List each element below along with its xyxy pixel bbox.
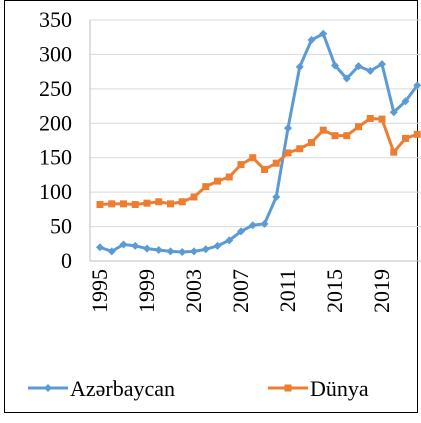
y-tick-label: 100 — [39, 179, 72, 204]
x-tick-label: 2003 — [181, 269, 206, 313]
point — [272, 159, 280, 167]
legend-item: Dünya — [268, 376, 369, 401]
point — [202, 183, 210, 191]
x-tick-label: 2019 — [369, 269, 394, 313]
point — [44, 384, 52, 392]
point — [155, 198, 163, 206]
point — [260, 219, 269, 228]
point — [319, 126, 327, 134]
point — [390, 148, 398, 156]
point — [413, 130, 421, 138]
point — [237, 227, 245, 236]
legend-label: Azərbaycan — [70, 376, 175, 401]
x-tick-label: 2015 — [322, 269, 347, 313]
point — [272, 192, 281, 201]
point — [343, 132, 351, 140]
point — [167, 200, 174, 208]
point — [378, 60, 386, 69]
point — [190, 247, 198, 256]
point — [248, 221, 257, 230]
point — [213, 241, 222, 250]
point — [284, 124, 292, 133]
point — [308, 139, 315, 147]
point — [225, 236, 234, 245]
point — [225, 173, 233, 181]
point — [237, 161, 245, 169]
point — [296, 145, 304, 153]
series — [96, 114, 421, 209]
point — [108, 200, 116, 208]
point — [166, 247, 175, 256]
x-tick-label: 2007 — [228, 269, 253, 313]
point — [178, 248, 187, 257]
x-tick-label: 2011 — [275, 269, 300, 312]
point — [331, 61, 339, 70]
y-tick-label: 350 — [39, 7, 72, 32]
line — [99, 116, 418, 207]
point — [402, 134, 409, 142]
point — [307, 35, 316, 44]
point — [154, 245, 163, 254]
x-tick-label: 1999 — [134, 269, 159, 313]
point — [295, 62, 304, 71]
legend-item: Azərbaycan — [28, 376, 175, 401]
point — [331, 132, 339, 140]
x-tick-label: 1995 — [87, 269, 112, 313]
point — [119, 240, 128, 249]
point — [319, 29, 328, 38]
y-tick-label: 50 — [50, 214, 72, 239]
point — [178, 198, 186, 206]
point — [378, 115, 386, 123]
point — [120, 200, 127, 208]
point — [401, 97, 410, 106]
point — [131, 241, 140, 250]
point — [284, 149, 292, 157]
point — [96, 201, 104, 209]
y-tick-label: 0 — [61, 248, 72, 273]
point — [284, 384, 292, 392]
y-tick-label: 200 — [39, 110, 72, 135]
y-tick-label: 300 — [39, 41, 72, 66]
point — [355, 123, 362, 131]
point — [389, 108, 398, 117]
point — [342, 74, 351, 83]
point — [366, 114, 374, 122]
point — [366, 66, 375, 75]
point — [190, 193, 198, 201]
point — [214, 177, 221, 185]
series — [96, 29, 421, 257]
point — [107, 247, 116, 256]
point — [201, 245, 210, 254]
chart-border — [4, 0, 418, 413]
point — [354, 62, 363, 71]
point — [143, 199, 151, 207]
point — [131, 201, 139, 209]
point — [96, 243, 104, 252]
point — [413, 81, 421, 90]
point — [143, 244, 151, 253]
point — [249, 154, 257, 162]
y-tick-label: 250 — [39, 76, 72, 101]
legend-label: Dünya — [310, 376, 369, 401]
line — [99, 31, 419, 254]
point — [261, 165, 268, 173]
y-tick-label: 150 — [39, 145, 72, 170]
